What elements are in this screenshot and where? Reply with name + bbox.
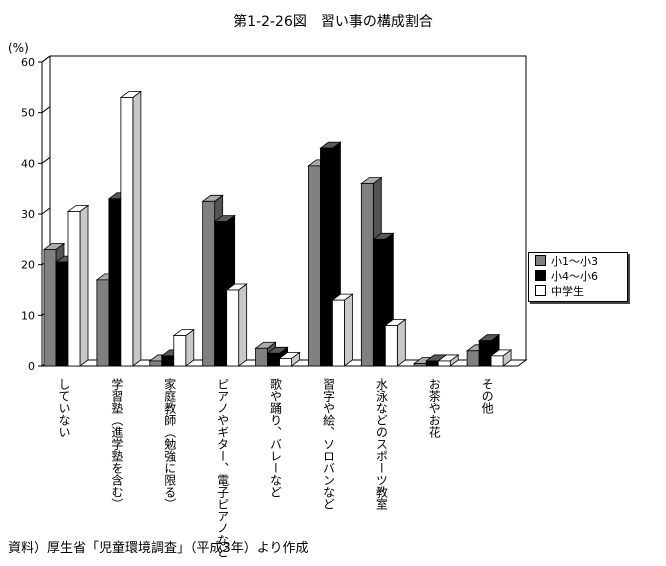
bar-front — [96, 279, 110, 367]
y-tick-depth — [41, 106, 51, 114]
bar — [172, 328, 195, 367]
legend-item-series-2: 小4～小6 — [529, 268, 627, 283]
bar-front — [108, 198, 122, 367]
bar-front — [308, 165, 321, 367]
bar-side — [132, 90, 142, 367]
bar-front — [413, 363, 427, 367]
y-tick-depth — [41, 207, 51, 215]
x-tick-label: 水泳などのスポーツ教室 — [374, 378, 388, 510]
y-tick-depth — [41, 156, 51, 164]
bar-front — [120, 97, 134, 367]
legend-item-series-3: 中学生 — [529, 283, 627, 298]
bar — [225, 283, 248, 367]
legend-label-series-2: 小4～小6 — [551, 269, 598, 283]
bar-front — [425, 360, 439, 367]
y-tick-label: 10 — [21, 309, 35, 322]
bar-front — [255, 347, 268, 367]
bar-front — [466, 350, 480, 367]
bar-front — [214, 221, 228, 367]
bars — [42, 90, 513, 367]
bar-front — [478, 340, 492, 367]
x-tick-label: 習字や絵、ソロバンなど — [321, 378, 335, 510]
bar-front — [173, 335, 187, 367]
x-tick-label: していない — [57, 378, 71, 438]
bar-side — [396, 318, 406, 367]
bar-front — [490, 355, 504, 367]
bar-side — [79, 204, 89, 367]
y-tick-label: 60 — [21, 56, 35, 69]
bar — [437, 354, 460, 367]
bar-front — [267, 352, 280, 367]
legend-label-series-3: 中学生 — [551, 284, 584, 298]
x-tick-label: 学習塾（進学塾を含む） — [110, 377, 124, 510]
bar-front — [67, 211, 81, 367]
bar-front — [360, 183, 374, 367]
legend-swatch-series-1 — [535, 255, 546, 266]
bar-front — [226, 289, 240, 367]
y-tick-depth — [41, 55, 51, 63]
bar-front — [320, 147, 333, 367]
legend-label-series-1: 小1～小3 — [551, 254, 598, 268]
legend-swatch-series-3 — [535, 285, 546, 296]
bar — [489, 349, 513, 367]
bar — [384, 318, 407, 367]
bar-front — [149, 360, 163, 367]
bar-side — [344, 293, 353, 367]
bar-front — [332, 299, 345, 367]
y-tick-label: 20 — [21, 259, 35, 272]
bar-front — [161, 355, 175, 367]
legend-swatch-series-2 — [535, 270, 546, 281]
bar-front — [372, 238, 386, 367]
x-tick-label: 歌や踊り、バレーなど — [269, 377, 283, 498]
x-tick-label: お茶やお花 — [427, 378, 441, 439]
x-tick-label: その他 — [480, 378, 494, 414]
y-axis: 0 10 20 30 40 50 60 — [21, 55, 51, 373]
bar-front — [437, 360, 451, 367]
y-tick-label: 0 — [28, 360, 35, 373]
bar-front — [202, 200, 216, 367]
legend-item-series-1: 小1～小3 — [529, 253, 627, 268]
bar-front — [279, 357, 292, 367]
bar-front — [43, 249, 57, 367]
bar — [278, 351, 301, 367]
bar — [119, 90, 143, 367]
legend: 小1～小3 小4～小6 中学生 — [528, 252, 628, 302]
chart-title: 第1-2-26図 習い事の構成割合 — [233, 14, 433, 30]
bar-side — [238, 283, 248, 367]
x-axis-labels: していない 学習塾（進学塾を含む） 家庭教師（勉強に限る） ピアノやギター、電子ピアノ… — [57, 377, 494, 558]
source-note: 資料）厚生省「児童環境調査」（平成3年）より作成 — [8, 541, 309, 556]
y-tick-label: 40 — [21, 157, 35, 170]
bar — [331, 293, 354, 367]
x-tick-label: ピアノやギター、電子ピアノなど — [216, 378, 230, 558]
y-axis-unit: (%) — [8, 41, 29, 55]
x-tick-label: 家庭教師（勉強に限る） — [163, 377, 177, 510]
y-tick-label: 50 — [21, 107, 35, 120]
bar-front — [55, 261, 69, 367]
y-tick-label: 30 — [21, 208, 35, 221]
bar — [66, 204, 90, 367]
bar-front — [384, 325, 398, 367]
